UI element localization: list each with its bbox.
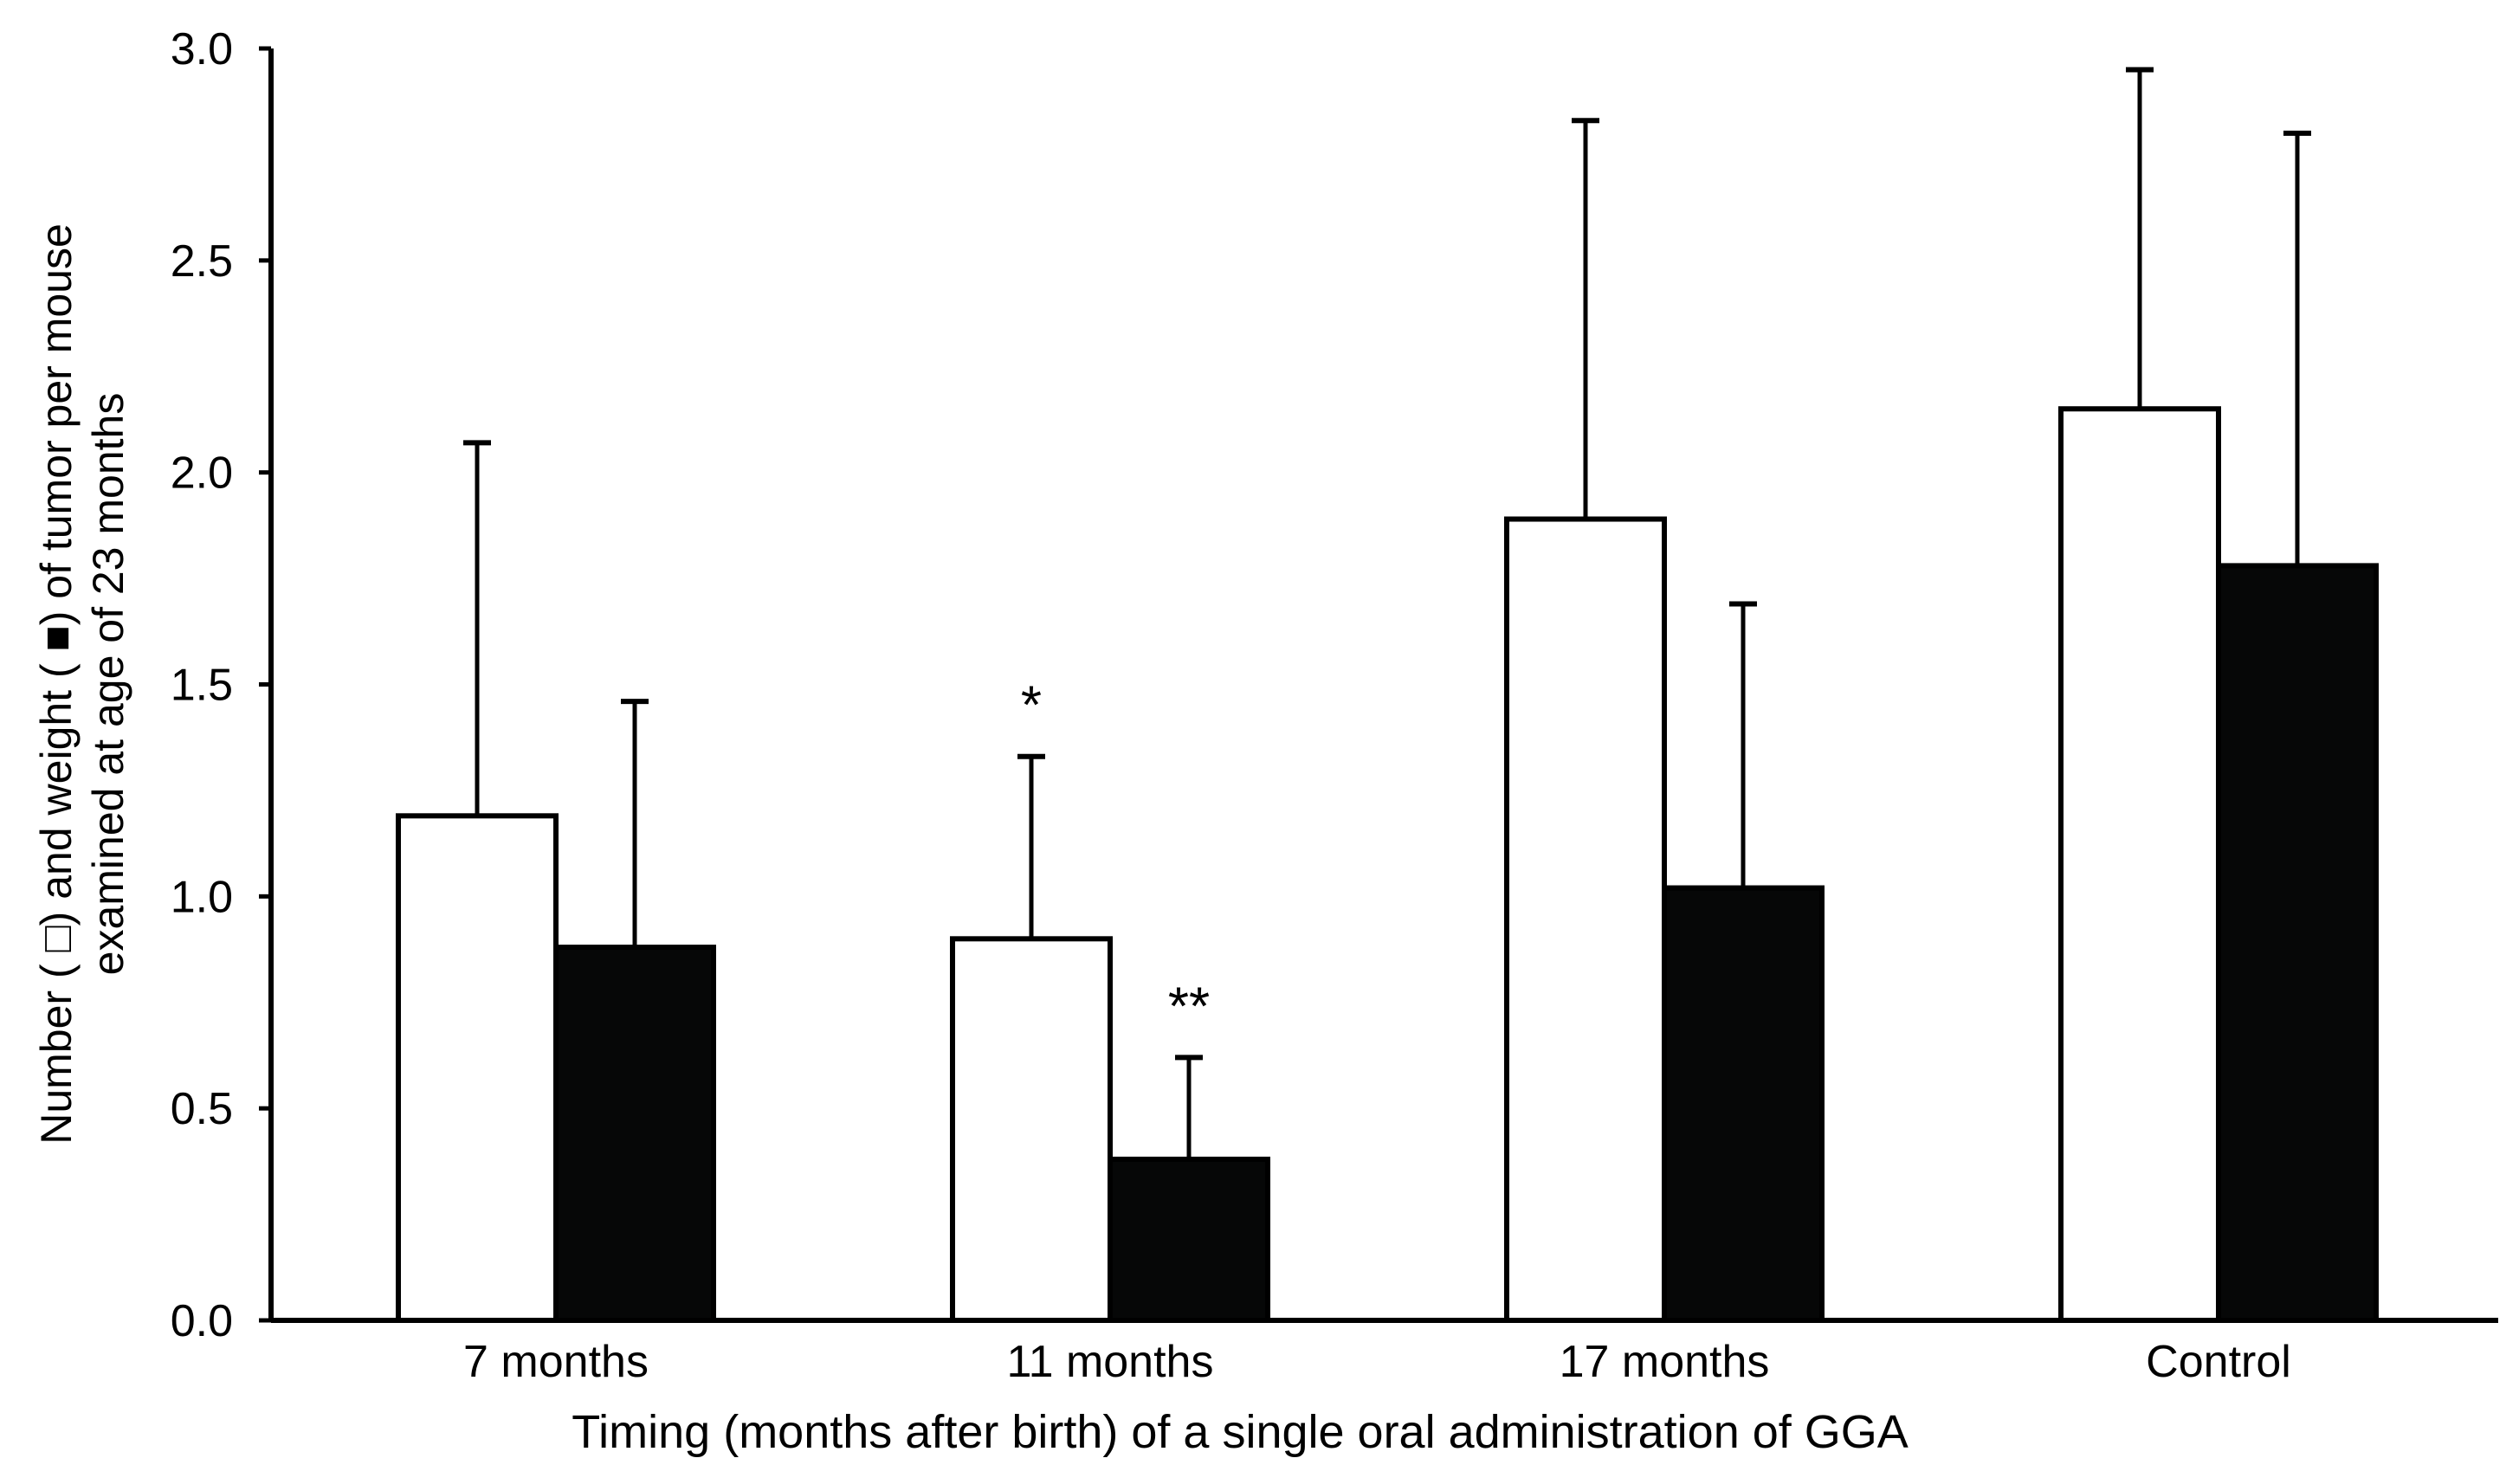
bar-number: [950, 936, 1113, 1324]
error-bars-layer: [463, 67, 2311, 1159]
y-tick-label: 0.5: [171, 1084, 233, 1134]
bar-weight: [2216, 563, 2379, 1323]
y-tick-label: 2.0: [171, 448, 233, 499]
bar-number: [2058, 406, 2221, 1323]
bar-number: [1504, 516, 1667, 1323]
significance-marker: **: [1168, 977, 1210, 1036]
significance-marker: *: [1021, 676, 1042, 736]
x-tick-label: Control: [2146, 1337, 2291, 1387]
y-tick-label: 1.5: [171, 661, 233, 711]
bars-layer: [396, 406, 2379, 1324]
bar-weight: [1662, 885, 1825, 1324]
y-axis-label-line2: examined at age of 23 months: [84, 393, 132, 976]
x-axis-label: Timing (months after birth) of a single …: [572, 1406, 1909, 1458]
y-tick-label: 1.0: [171, 872, 233, 922]
significance-annotations: ***: [1021, 676, 1210, 1037]
x-tick-label: 17 months: [1560, 1337, 1770, 1387]
y-tick-label: 0.0: [171, 1296, 233, 1346]
y-tick-label: 2.5: [171, 236, 233, 287]
y-tick-label: 3.0: [171, 24, 233, 74]
bar-number: [396, 813, 559, 1323]
bar-weight: [553, 945, 716, 1324]
y-axis-label-line1: Number ( □) and weight ( ■) of tumor per…: [32, 223, 81, 1145]
y-axis-ticks: 0.0 0.5 1.0 1.5 2.0 2.5 3.0: [171, 24, 271, 1346]
x-tick-label: 7 months: [463, 1337, 649, 1387]
bar-weight: [1108, 1156, 1270, 1323]
x-tick-label: 11 months: [1007, 1337, 1214, 1387]
x-axis-ticks: 7 months 11 months 17 months Control: [463, 1337, 2291, 1387]
y-axis-label: Number ( □) and weight ( ■) of tumor per…: [32, 223, 132, 1145]
